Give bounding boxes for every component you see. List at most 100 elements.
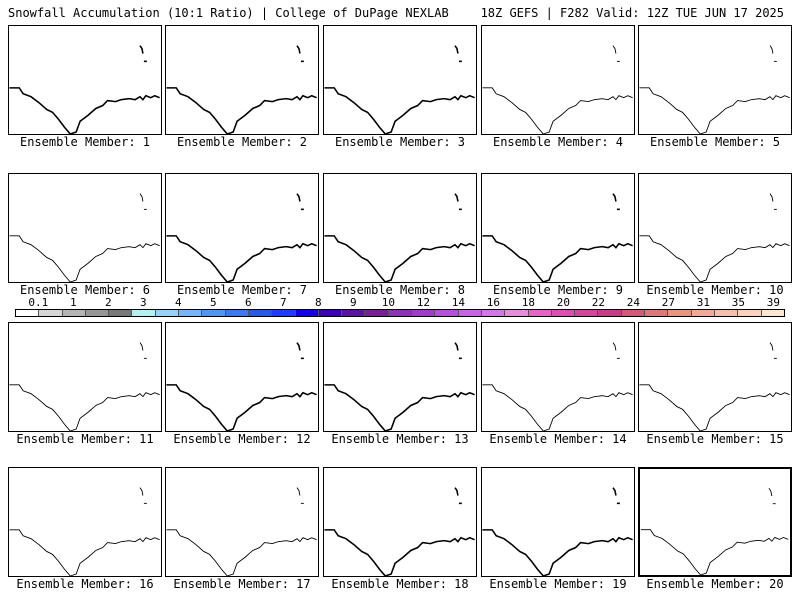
ensemble-member-label: Ensemble Member: 1 <box>19 135 151 149</box>
legend-tick-label: 4 <box>175 296 182 309</box>
legend-swatch <box>412 310 436 316</box>
ensemble-member-label: Ensemble Member: 10 <box>646 283 784 297</box>
ensemble-panel-18 <box>323 467 477 577</box>
coastline-map <box>482 487 634 576</box>
legend-swatch <box>738 310 762 316</box>
coastline-map <box>166 342 318 431</box>
ensemble-member-label: Ensemble Member: 20 <box>646 577 784 591</box>
color-scale-legend <box>15 309 785 317</box>
legend-swatch <box>481 310 506 316</box>
legend-swatch <box>16 310 40 316</box>
coastline-map <box>166 193 318 282</box>
legend-tick-label: 35 <box>731 296 745 309</box>
coastline-map <box>166 45 318 134</box>
coastline-map <box>639 193 791 282</box>
coastline-map <box>482 193 634 282</box>
legend-swatch <box>505 310 529 316</box>
legend-swatch <box>668 310 692 316</box>
ensemble-panel-3 <box>323 25 477 135</box>
coastline-map <box>482 342 634 431</box>
ensemble-panel-6 <box>8 173 162 283</box>
legend-tick-label: 5 <box>210 296 217 309</box>
coastline-map <box>9 342 161 431</box>
coastline-map <box>9 487 161 576</box>
legend-tick-label: 27 <box>661 296 675 309</box>
ensemble-panel-5 <box>638 25 792 135</box>
ensemble-panel-13 <box>323 322 477 432</box>
ensemble-panel-2 <box>165 25 319 135</box>
legend-tick-label: 39 <box>766 296 780 309</box>
ensemble-member-label: Ensemble Member: 4 <box>492 135 624 149</box>
map-title: Snowfall Accumulation (10:1 Ratio) | Col… <box>8 6 449 20</box>
legend-tick-label: 14 <box>451 296 465 309</box>
legend-swatch <box>155 310 180 316</box>
ensemble-panel-4 <box>481 25 635 135</box>
ensemble-panel-12 <box>165 322 319 432</box>
legend-swatch <box>645 310 669 316</box>
coastline-map <box>482 45 634 134</box>
legend-tick-label: 6 <box>245 296 252 309</box>
ensemble-member-label: Ensemble Member: 18 <box>331 577 469 591</box>
ensemble-panel-15 <box>638 322 792 432</box>
ensemble-panel-16 <box>8 467 162 577</box>
run-info: 18Z GEFS | F282 Valid: 12Z TUE JUN 17 20… <box>480 6 784 20</box>
legend-swatch <box>365 310 389 316</box>
ensemble-member-label: Ensemble Member: 16 <box>16 577 154 591</box>
legend-swatch <box>528 310 552 316</box>
legend-tick-label: 20 <box>556 296 570 309</box>
legend-tick-label: 24 <box>626 296 640 309</box>
legend-swatch <box>272 310 296 316</box>
coastline-map <box>639 45 791 134</box>
legend-tick-label: 3 <box>140 296 147 309</box>
ensemble-panel-8 <box>323 173 477 283</box>
legend-swatch <box>598 310 622 316</box>
legend-swatch <box>295 310 319 316</box>
legend-tick-label: 10 <box>381 296 395 309</box>
legend-tick-label: 2 <box>105 296 112 309</box>
coastline-map <box>9 45 161 134</box>
legend-tick-label: 1 <box>70 296 77 309</box>
legend-swatch <box>691 310 715 316</box>
ensemble-member-label: Ensemble Member: 6 <box>19 283 151 297</box>
legend-swatch <box>85 310 110 316</box>
coastline-map <box>324 45 476 134</box>
coastline-map <box>324 342 476 431</box>
legend-swatch <box>225 310 249 316</box>
legend-tick-label: 0.1 <box>28 296 49 309</box>
ensemble-panel-19 <box>481 467 635 577</box>
legend-swatch <box>39 310 63 316</box>
legend-swatch <box>318 310 343 316</box>
legend-swatch <box>202 310 226 316</box>
ensemble-panel-10 <box>638 173 792 283</box>
legend-swatch <box>621 310 646 316</box>
ensemble-panel-11 <box>8 322 162 432</box>
legend-swatch <box>248 310 273 316</box>
ensemble-member-label: Ensemble Member: 14 <box>489 432 627 446</box>
legend-swatch <box>714 310 739 316</box>
ensemble-member-label: Ensemble Member: 9 <box>492 283 624 297</box>
legend-swatch <box>62 310 86 316</box>
ensemble-panel-17 <box>165 467 319 577</box>
ensemble-member-label: Ensemble Member: 12 <box>173 432 311 446</box>
legend-swatch <box>342 310 366 316</box>
ensemble-member-label: Ensemble Member: 2 <box>176 135 308 149</box>
ensemble-member-label: Ensemble Member: 11 <box>16 432 154 446</box>
legend-tick-label: 22 <box>591 296 605 309</box>
legend-tick-label: 9 <box>350 296 357 309</box>
ensemble-panel-7 <box>165 173 319 283</box>
coastline-map <box>639 342 791 431</box>
ensemble-panel-9 <box>481 173 635 283</box>
legend-tick-label: 16 <box>486 296 500 309</box>
legend-tick-label: 8 <box>315 296 322 309</box>
ensemble-member-label: Ensemble Member: 8 <box>334 283 466 297</box>
ensemble-member-label: Ensemble Member: 17 <box>173 577 311 591</box>
legend-tick-label: 12 <box>416 296 430 309</box>
legend-swatch <box>132 310 156 316</box>
legend-swatch <box>458 310 482 316</box>
legend-swatch <box>761 310 784 316</box>
ensemble-member-label: Ensemble Member: 3 <box>334 135 466 149</box>
ensemble-member-label: Ensemble Member: 5 <box>649 135 781 149</box>
coastline-map <box>324 487 476 576</box>
legend-swatch <box>179 310 203 316</box>
legend-tick-label: 31 <box>696 296 710 309</box>
